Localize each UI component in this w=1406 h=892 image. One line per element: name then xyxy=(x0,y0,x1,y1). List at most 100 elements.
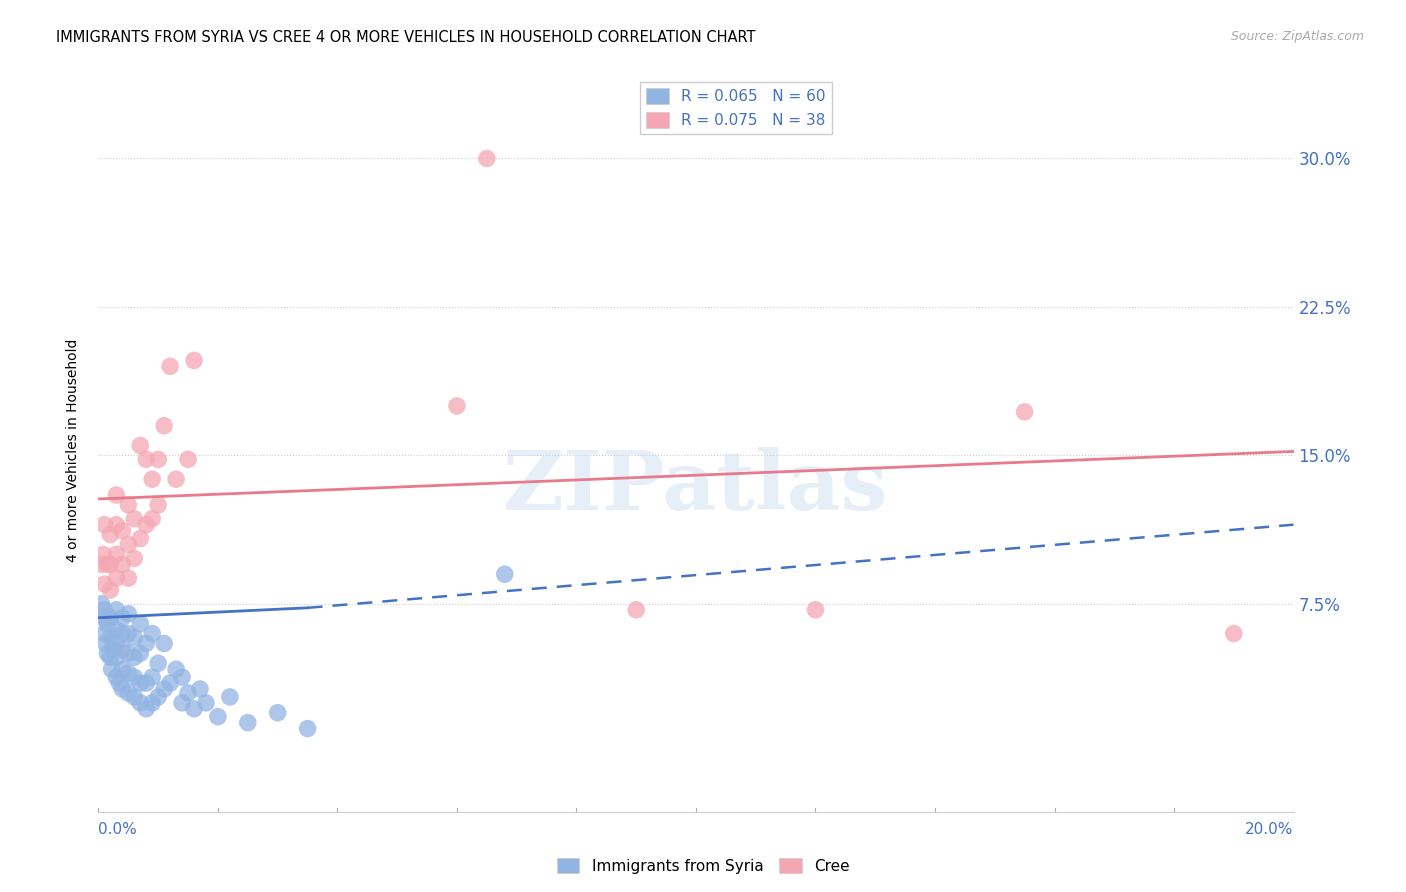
Point xyxy=(177,686,200,700)
Y-axis label: 4 or more Vehicles in Household: 4 or more Vehicles in Household xyxy=(66,339,80,562)
Point xyxy=(105,650,128,665)
Point xyxy=(165,472,187,486)
Point xyxy=(105,670,128,684)
Point xyxy=(165,662,187,676)
Point xyxy=(446,399,468,413)
Point xyxy=(124,512,146,526)
Point xyxy=(117,537,139,551)
Point xyxy=(93,626,115,640)
Point xyxy=(267,706,290,720)
Point xyxy=(177,452,200,467)
Point xyxy=(135,636,157,650)
Text: ZIPatlas: ZIPatlas xyxy=(503,447,889,526)
Point xyxy=(93,603,115,617)
Point xyxy=(195,696,218,710)
Point xyxy=(105,623,128,637)
Point xyxy=(98,527,122,541)
Point xyxy=(98,631,122,645)
Point xyxy=(117,498,139,512)
Point xyxy=(108,676,131,690)
Point xyxy=(148,657,170,671)
Point xyxy=(159,676,181,690)
Point xyxy=(117,646,139,660)
Point xyxy=(207,709,229,723)
Point xyxy=(98,558,122,572)
Point xyxy=(129,646,152,660)
Point xyxy=(100,662,122,676)
Point xyxy=(90,597,112,611)
Point xyxy=(153,418,176,433)
Point xyxy=(117,686,139,700)
Text: 0.0%: 0.0% xyxy=(98,822,138,837)
Point xyxy=(124,670,146,684)
Point xyxy=(124,650,146,665)
Point xyxy=(129,438,152,452)
Legend: R = 0.065   N = 60, R = 0.075   N = 38: R = 0.065 N = 60, R = 0.075 N = 38 xyxy=(640,82,832,134)
Point xyxy=(111,642,134,657)
Point xyxy=(98,611,122,625)
Point xyxy=(129,616,152,631)
Point xyxy=(93,577,115,591)
Point xyxy=(135,676,157,690)
Point xyxy=(90,558,112,572)
Point xyxy=(111,662,134,676)
Point xyxy=(103,642,125,657)
Point xyxy=(141,696,163,710)
Point xyxy=(135,702,157,716)
Point xyxy=(105,517,128,532)
Point xyxy=(148,498,170,512)
Text: IMMIGRANTS FROM SYRIA VS CREE 4 OR MORE VEHICLES IN HOUSEHOLD CORRELATION CHART: IMMIGRANTS FROM SYRIA VS CREE 4 OR MORE … xyxy=(56,30,756,45)
Legend: Immigrants from Syria, Cree: Immigrants from Syria, Cree xyxy=(550,852,856,880)
Point xyxy=(105,603,128,617)
Point xyxy=(117,571,139,585)
Point xyxy=(105,571,128,585)
Point xyxy=(1014,405,1036,419)
Point xyxy=(111,611,134,625)
Point xyxy=(183,702,205,716)
Point xyxy=(141,626,163,640)
Point xyxy=(117,626,139,640)
Point xyxy=(111,681,134,696)
Point xyxy=(1223,626,1246,640)
Point xyxy=(219,690,242,704)
Point xyxy=(111,626,134,640)
Point xyxy=(105,488,128,502)
Point xyxy=(141,670,163,684)
Point xyxy=(172,696,194,710)
Point xyxy=(135,452,157,467)
Point xyxy=(153,636,176,650)
Point xyxy=(111,558,134,572)
Point xyxy=(494,567,516,582)
Point xyxy=(124,631,146,645)
Point xyxy=(111,524,134,538)
Point xyxy=(148,690,170,704)
Point xyxy=(172,670,194,684)
Point xyxy=(98,650,122,665)
Point xyxy=(96,558,118,572)
Point xyxy=(105,548,128,562)
Point xyxy=(148,452,170,467)
Point xyxy=(475,152,498,166)
Point xyxy=(117,666,139,681)
Point xyxy=(124,551,146,566)
Point xyxy=(183,353,205,368)
Point xyxy=(236,715,259,730)
Point xyxy=(94,636,117,650)
Point xyxy=(96,646,118,660)
Point xyxy=(129,676,152,690)
Text: Source: ZipAtlas.com: Source: ZipAtlas.com xyxy=(1230,30,1364,44)
Point xyxy=(96,616,118,631)
Point xyxy=(626,603,648,617)
Point xyxy=(153,681,176,696)
Point xyxy=(141,472,163,486)
Point xyxy=(91,611,114,625)
Point xyxy=(159,359,181,374)
Point xyxy=(297,722,319,736)
Point xyxy=(124,690,146,704)
Point xyxy=(129,696,152,710)
Point xyxy=(98,582,122,597)
Point xyxy=(93,517,115,532)
Text: 20.0%: 20.0% xyxy=(1246,822,1294,837)
Point xyxy=(129,532,152,546)
Point xyxy=(141,512,163,526)
